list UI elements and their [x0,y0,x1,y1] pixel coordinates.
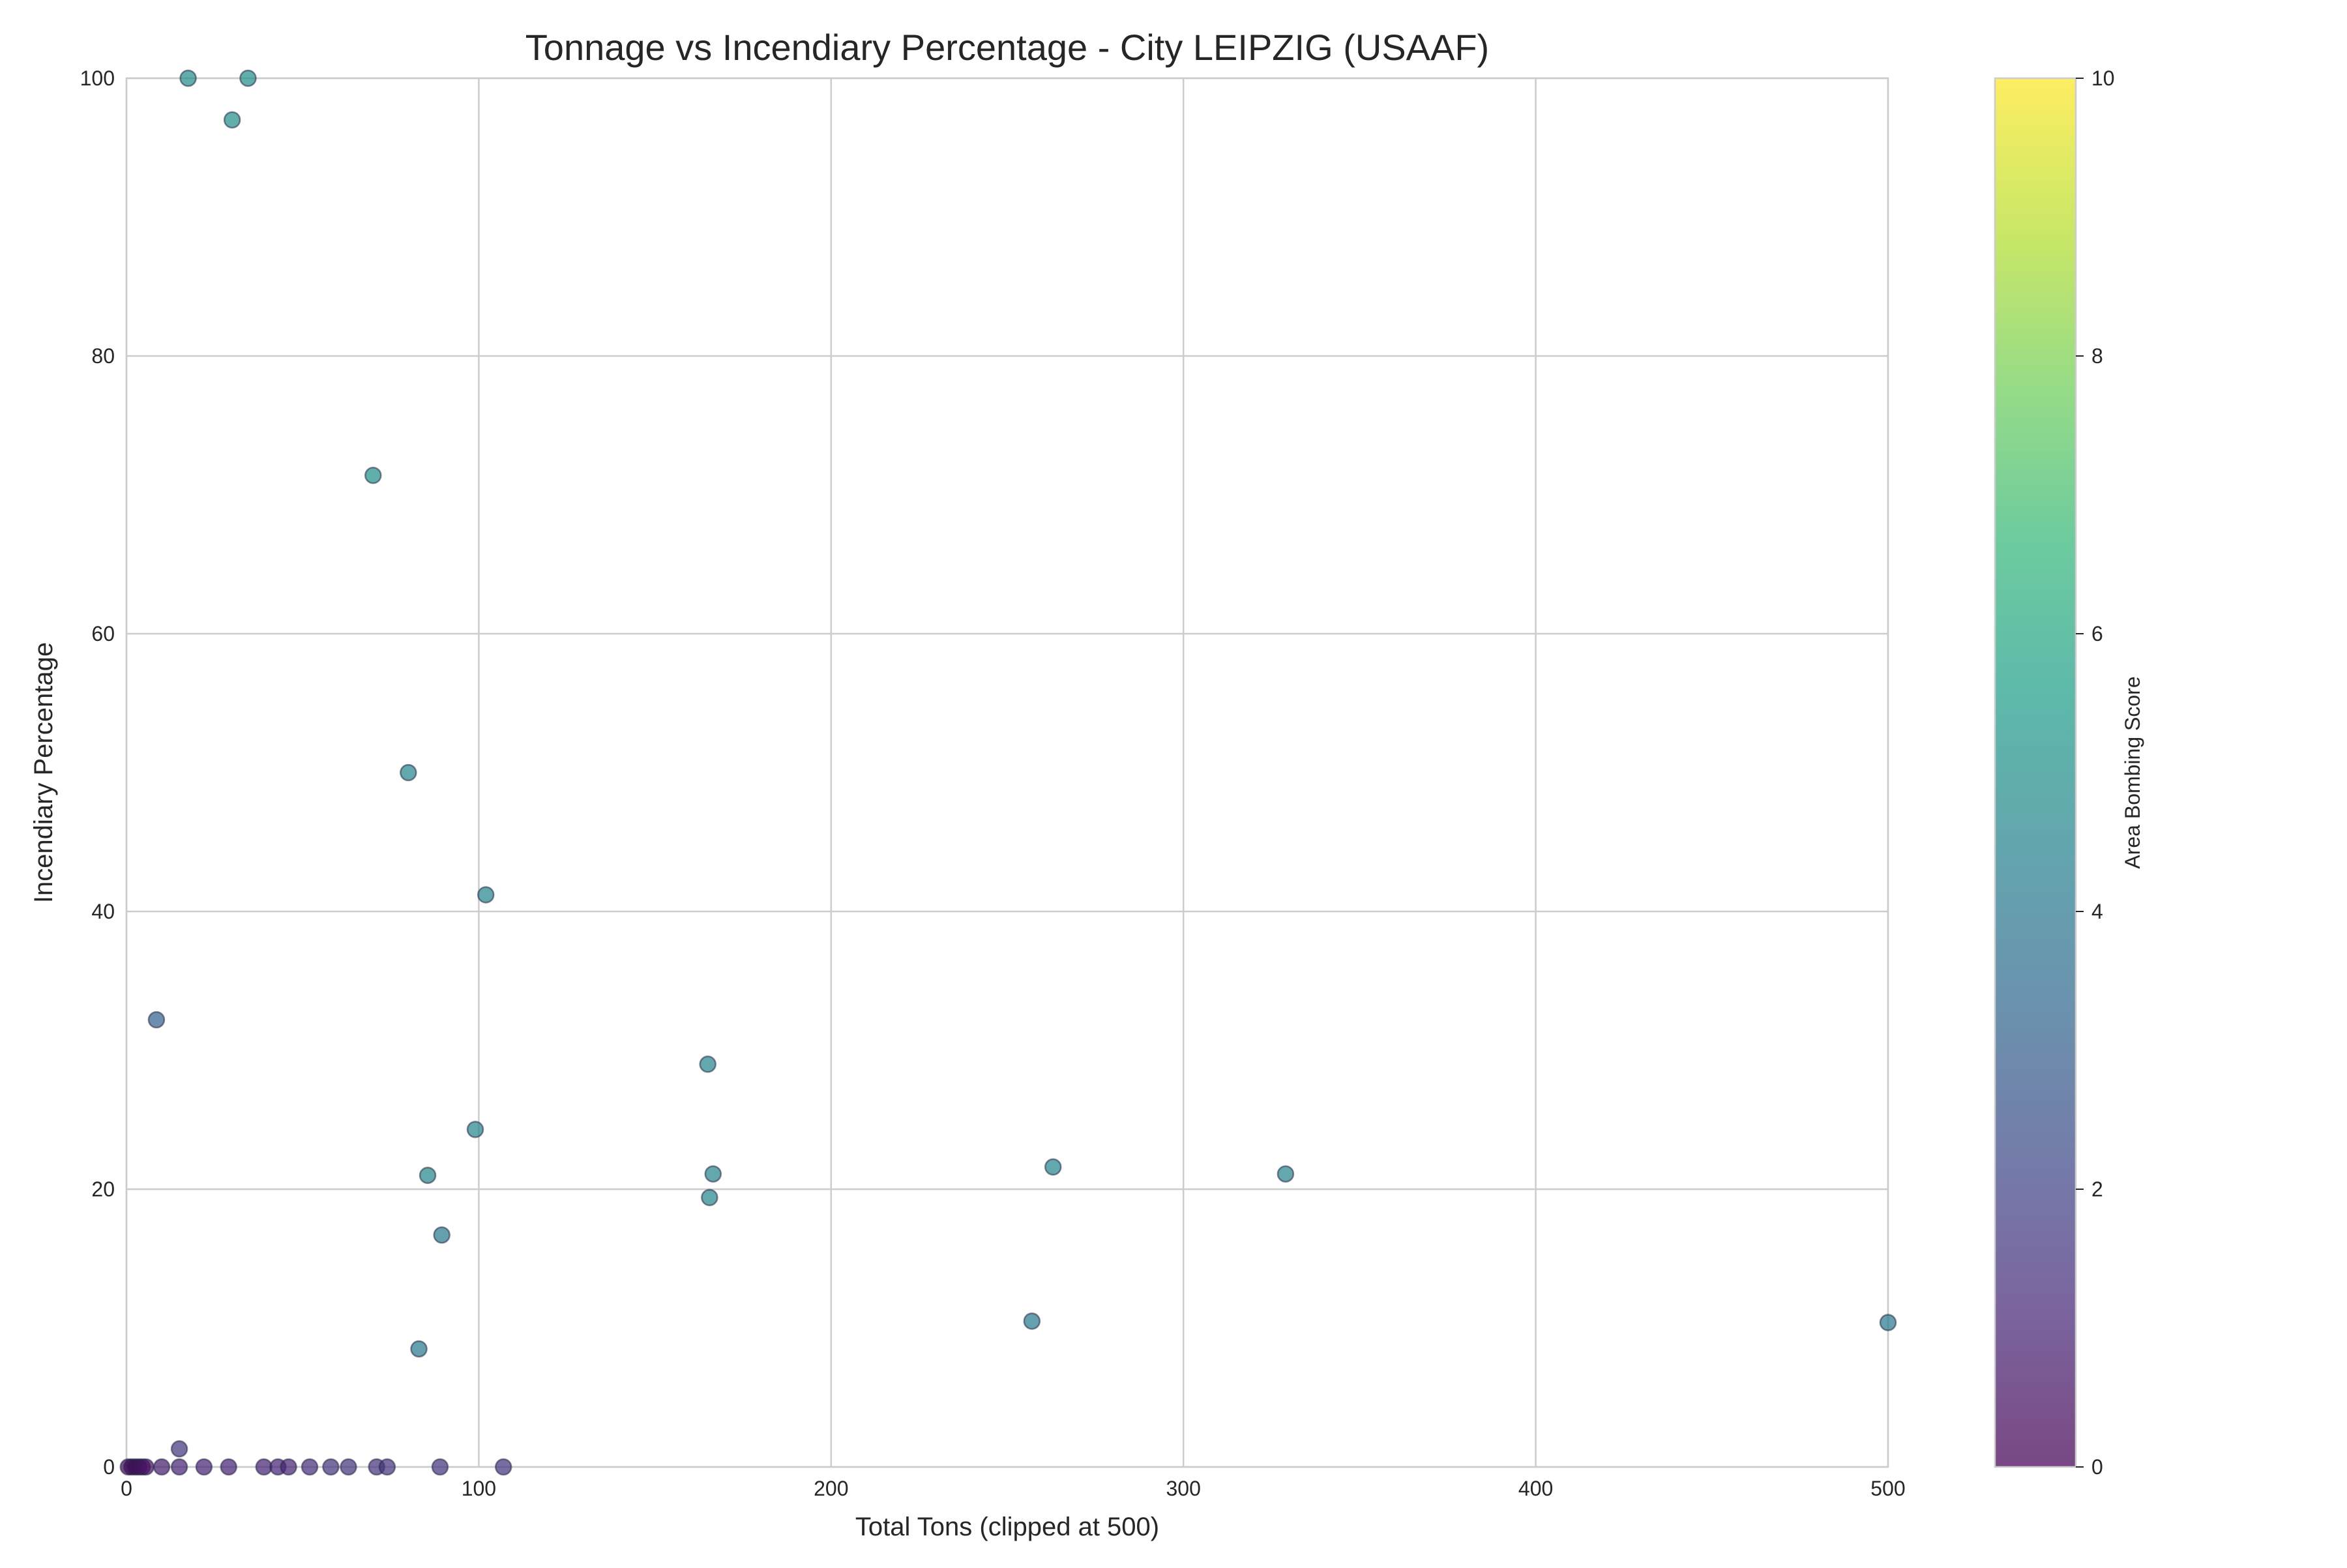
data-point [147,1011,166,1029]
data-point [431,1458,449,1476]
x-tick-label: 100 [462,1477,496,1500]
data-point [378,1458,396,1476]
data-point [179,69,197,87]
data-point [195,1458,213,1476]
colorbar-tick-label: 10 [2091,67,2115,90]
data-point [301,1458,319,1476]
x-tick-label: 400 [1518,1477,1553,1500]
data-point [494,1458,512,1476]
data-point [699,1056,716,1073]
data-point [477,886,495,904]
data-point [1277,1165,1295,1183]
colorbar-label: Area Bombing Score [2121,676,2144,868]
y-tick-label: 80 [91,344,115,368]
data-point [433,1226,450,1244]
chart-title: Tonnage vs Incendiary Percentage - City … [525,27,1489,68]
x-tick-label: 200 [814,1477,848,1500]
data-point [410,1340,428,1358]
plot-area [126,78,1888,1467]
data-point [1879,1314,1897,1331]
colorbar-tick-label: 2 [2091,1177,2103,1201]
data-point [419,1166,437,1184]
y-tick-label: 20 [91,1177,115,1201]
data-point [170,1440,188,1458]
data-point [322,1458,340,1476]
data-points [119,69,1897,1476]
plot-border [125,77,1889,1468]
y-tick-label: 100 [80,67,115,90]
data-point [1044,1158,1062,1176]
colorbar-tick-label: 4 [2091,900,2103,923]
data-point [1023,1312,1041,1330]
data-point [704,1165,722,1183]
data-point [239,69,257,87]
data-point [701,1189,718,1207]
colorbar-tick-label: 0 [2091,1455,2103,1479]
y-tick-label: 40 [91,900,115,923]
data-point [137,1458,155,1476]
data-point [170,1458,188,1476]
x-tick-labels: 0 100 200 300 400 500 [121,1477,1906,1500]
data-point [220,1458,237,1476]
colorbar [1995,78,2076,1467]
data-point [340,1458,357,1476]
data-point [364,466,382,484]
x-tick-label: 500 [1870,1477,1905,1500]
y-axis-label: Incendiary Percentage [29,642,58,903]
colorbar-tick-labels: 0 2 4 6 8 10 [2076,67,2115,1479]
x-tick-label: 0 [121,1477,132,1500]
data-point [466,1121,484,1138]
data-point [280,1458,297,1476]
y-tick-label: 0 [103,1455,115,1479]
data-point [400,763,417,782]
data-point [223,111,241,129]
x-axis-label: Total Tons (clipped at 500) [855,1513,1159,1541]
colorbar-tick-label: 6 [2091,622,2103,645]
data-point [153,1458,171,1476]
x-tick-label: 300 [1166,1477,1201,1500]
y-tick-labels: 0 20 40 60 80 100 [80,67,115,1479]
y-tick-label: 60 [91,622,115,645]
colorbar-tick-label: 8 [2091,344,2103,368]
colorbar-border [1994,77,2077,1468]
